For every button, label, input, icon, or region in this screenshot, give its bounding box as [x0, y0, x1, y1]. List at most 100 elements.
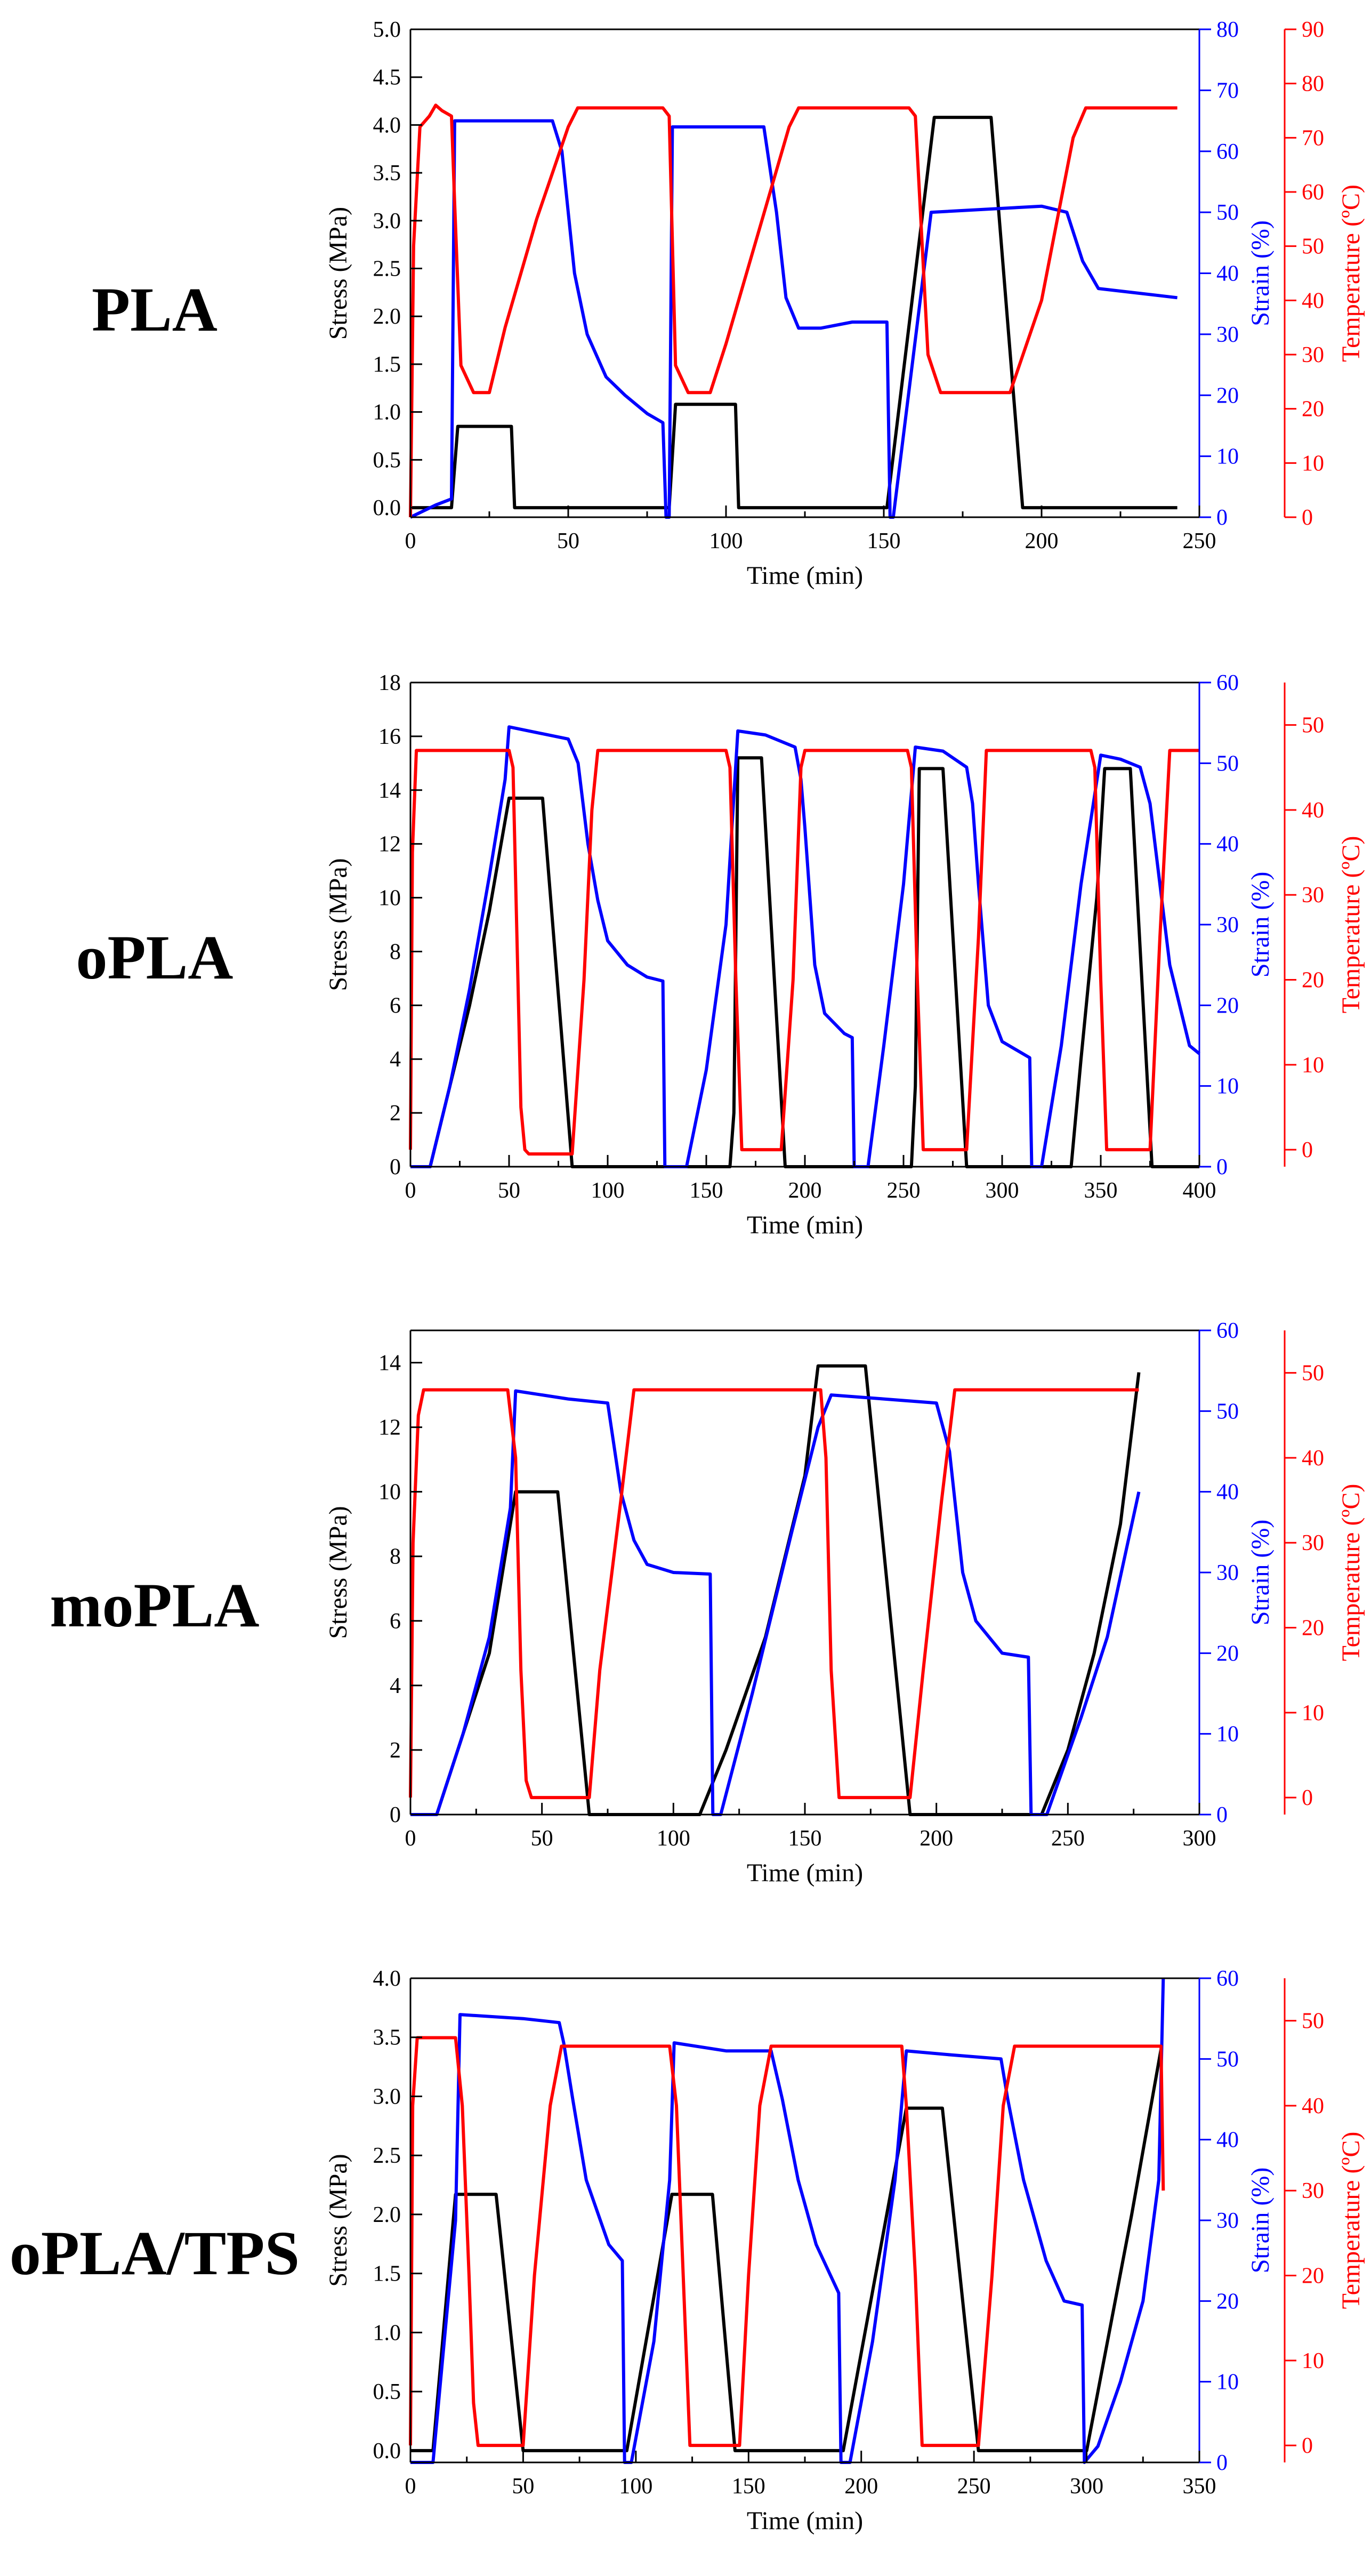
x-tick-label: 250 — [887, 1178, 921, 1203]
temperature-tick-label: 20 — [1302, 2264, 1324, 2289]
x-axis-title: Time (min) — [747, 561, 863, 590]
x-tick-label: 200 — [1025, 529, 1059, 553]
strain-tick-label: 60 — [1216, 140, 1239, 164]
stress-tick-label: 0.5 — [373, 2380, 401, 2404]
x-tick-label: 50 — [498, 1178, 520, 1203]
strain-tick-label: 40 — [1216, 1480, 1239, 1505]
strain-tick-label: 20 — [1216, 383, 1239, 408]
temperature-tick-label: 40 — [1302, 798, 1324, 823]
strain-tick-label: 50 — [1216, 751, 1239, 776]
temperature-tick-label: 0 — [1302, 505, 1313, 530]
stress-tick-label: 0 — [390, 1155, 401, 1179]
temperature-tick-label: 0 — [1302, 1786, 1313, 1810]
x-tick-label: 350 — [1183, 2474, 1216, 2499]
strain-tick-label: 40 — [1216, 832, 1239, 857]
stress-tick-label: 3.5 — [373, 2026, 401, 2050]
strain-tick-label: 40 — [1216, 262, 1239, 286]
series-temperature-line — [409, 749, 1199, 1156]
temperature-tick-label: 0 — [1302, 1138, 1313, 1162]
temperature-tick-label: 30 — [1302, 1531, 1324, 1555]
series-strain-line — [410, 1389, 1141, 1816]
x-tick-label: 400 — [1183, 1178, 1216, 1203]
stress-tick-label: 16 — [378, 725, 401, 749]
x-tick-label: 100 — [709, 529, 743, 553]
panel-title: oPLA/TPS — [10, 2218, 300, 2288]
stress-tick-label: 2.5 — [373, 257, 401, 282]
strain-tick-label: 10 — [1216, 445, 1239, 469]
stress-axis-title: Stress (MPa) — [324, 858, 352, 991]
temperature-axis-title: Temperature (ºC) — [1337, 184, 1365, 362]
stress-tick-label: 3.0 — [373, 209, 401, 234]
strain-tick-label: 80 — [1216, 18, 1239, 42]
stress-tick-label: 1.5 — [373, 352, 401, 377]
stress-tick-label: 12 — [378, 832, 401, 857]
panel-title: moPLA — [50, 1570, 259, 1640]
strain-tick-label: 50 — [1216, 1399, 1239, 1424]
temperature-tick-label: 10 — [1302, 2349, 1324, 2373]
x-tick-label: 100 — [591, 1178, 625, 1203]
strain-axis-title: Strain (%) — [1246, 872, 1275, 978]
x-tick-label: 0 — [405, 529, 416, 553]
temperature-axis-title: Temperature (ºC) — [1337, 1484, 1365, 1662]
stress-tick-label: 0.0 — [373, 496, 401, 520]
strain-tick-label: 0 — [1216, 1803, 1228, 1827]
stress-tick-label: 14 — [378, 1351, 401, 1376]
temperature-tick-label: 40 — [1302, 288, 1324, 313]
strain-tick-label: 50 — [1216, 200, 1239, 225]
stress-tick-label: 3.5 — [373, 161, 401, 186]
series-strain-line — [410, 1978, 1165, 2464]
x-tick-label: 150 — [732, 2474, 765, 2499]
strain-tick-label: 0 — [1216, 1155, 1228, 1179]
x-tick-label: 50 — [531, 1826, 553, 1851]
series-strain-line — [409, 119, 1178, 519]
x-tick-label: 100 — [619, 2474, 652, 2499]
stress-axis-title: Stress (MPa) — [324, 207, 352, 340]
temperature-tick-label: 20 — [1302, 397, 1324, 422]
x-axis-title: Time (min) — [747, 2507, 863, 2535]
strain-tick-label: 50 — [1216, 2047, 1239, 2072]
strain-tick-label: 30 — [1216, 1561, 1239, 1585]
temperature-tick-label: 40 — [1302, 1446, 1324, 1471]
stress-tick-label: 4.0 — [373, 1967, 401, 1991]
stress-tick-label: 8 — [390, 940, 401, 964]
series-temperature-line — [409, 103, 1178, 518]
x-tick-label: 300 — [1183, 1826, 1216, 1851]
series-temperature-line — [409, 2036, 1165, 2447]
stress-tick-label: 2.0 — [373, 2203, 401, 2227]
strain-tick-label: 0 — [1216, 505, 1228, 530]
stress-tick-label: 1.5 — [373, 2262, 401, 2286]
stress-tick-label: 0.0 — [373, 2439, 401, 2463]
strain-tick-label: 10 — [1216, 1722, 1239, 1747]
x-tick-label: 300 — [1070, 2474, 1103, 2499]
stress-tick-label: 2 — [390, 1738, 401, 1763]
stress-axis-title: Stress (MPa) — [324, 1506, 352, 1639]
panel-title: PLA — [92, 275, 217, 344]
x-tick-label: 200 — [920, 1826, 953, 1851]
strain-axis-title: Strain (%) — [1246, 1520, 1275, 1626]
series-strain-line — [410, 725, 1200, 1168]
strain-tick-label: 30 — [1216, 323, 1239, 347]
stress-tick-label: 6 — [390, 1609, 401, 1634]
temperature-tick-label: 70 — [1302, 126, 1324, 150]
stress-tick-label: 2.5 — [373, 2144, 401, 2168]
x-tick-label: 50 — [557, 529, 579, 553]
temperature-tick-label: 50 — [1302, 713, 1324, 738]
stress-tick-label: 2.0 — [373, 304, 401, 329]
stress-tick-label: 6 — [390, 993, 401, 1018]
temperature-tick-label: 30 — [1302, 2179, 1324, 2203]
strain-tick-label: 30 — [1216, 2209, 1239, 2233]
temperature-tick-label: 20 — [1302, 1616, 1324, 1641]
x-tick-label: 0 — [405, 1178, 416, 1203]
temperature-tick-label: 10 — [1302, 451, 1324, 476]
temperature-tick-label: 80 — [1302, 72, 1324, 97]
x-tick-label: 200 — [844, 2474, 878, 2499]
series-stress-line — [410, 2049, 1163, 2452]
x-tick-label: 350 — [1084, 1178, 1118, 1203]
stress-tick-label: 5.0 — [373, 18, 401, 42]
x-tick-label: 250 — [957, 2474, 991, 2499]
strain-tick-label: 60 — [1216, 671, 1239, 695]
